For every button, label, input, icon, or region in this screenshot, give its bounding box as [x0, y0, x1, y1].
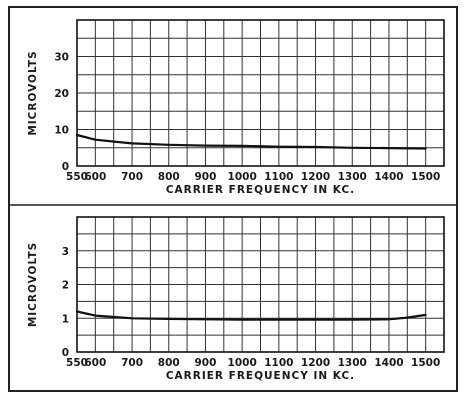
x-tick-label: 700	[121, 357, 143, 369]
x-tick-label: 900	[194, 357, 216, 369]
y-tick-label: 20	[54, 88, 69, 100]
y-tick-label: 30	[54, 52, 69, 64]
y-tick-label: 2	[62, 280, 69, 292]
x-tick-label: 1100	[264, 171, 293, 183]
x-tick-label: 800	[158, 357, 180, 369]
x-tick-label: 1300	[338, 357, 367, 369]
y-tick-label: 0	[62, 347, 69, 359]
x-axis-label: CARRIER FREQUENCY IN KC.	[166, 184, 355, 196]
y-tick-label: 1	[62, 313, 69, 325]
x-tick-label: 1500	[411, 357, 440, 369]
y-axis-label: MICROVOLTS	[27, 50, 39, 135]
x-tick-label: 1000	[228, 357, 257, 369]
y-axis-label: MICROVOLTS	[27, 242, 39, 327]
x-tick-label: 1400	[374, 171, 403, 183]
x-tick-label: 1200	[301, 357, 330, 369]
x-tick-label: 1000	[228, 171, 257, 183]
plot-area-border	[76, 216, 445, 353]
x-tick-label: 1100	[264, 357, 293, 369]
x-tick-label: 1400	[374, 357, 403, 369]
x-tick-label: 800	[158, 171, 180, 183]
series-line	[75, 310, 427, 321]
x-axis-label: CARRIER FREQUENCY IN KC.	[166, 370, 355, 382]
grid	[76, 216, 445, 353]
series-line	[75, 133, 427, 150]
x-tick-label: 600	[84, 357, 106, 369]
plot-area-border	[76, 19, 445, 167]
figure-frame	[8, 6, 458, 392]
x-tick-label: 700	[121, 171, 143, 183]
x-tick-label: 600	[84, 171, 106, 183]
x-tick-label: 1300	[338, 171, 367, 183]
y-tick-label: 0	[62, 161, 69, 173]
y-tick-label: 10	[54, 125, 69, 137]
x-tick-label: 550	[66, 357, 88, 369]
x-tick-label: 1500	[411, 171, 440, 183]
x-tick-label: 900	[194, 171, 216, 183]
y-tick-label: 3	[62, 246, 69, 258]
x-tick-label: 1200	[301, 171, 330, 183]
x-tick-label: 550	[66, 171, 88, 183]
